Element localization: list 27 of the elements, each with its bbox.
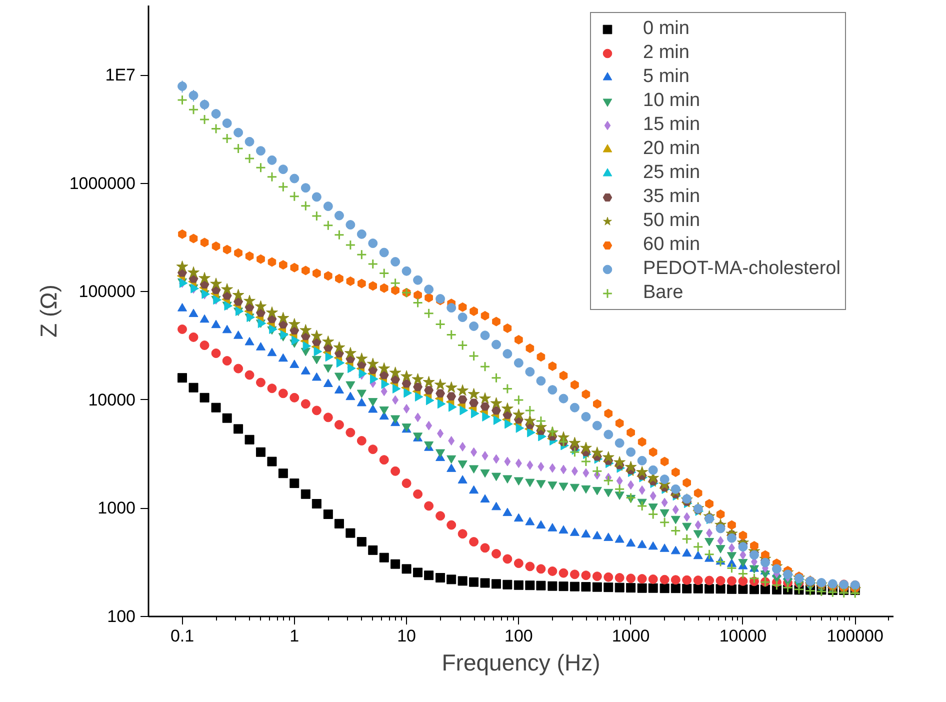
legend-label: 60 min	[643, 234, 700, 256]
legend-label: 2 min	[643, 42, 690, 64]
legend-label: 0 min	[643, 18, 690, 40]
legend-label: 20 min	[643, 138, 700, 160]
y-tick-label: 1000000	[69, 174, 136, 193]
legend-label: 5 min	[643, 66, 690, 88]
y-tick-label: 100000	[78, 282, 136, 302]
legend-label: Bare	[643, 282, 684, 304]
x-tick-label: 10000	[719, 626, 767, 646]
legend-label: 50 min	[643, 210, 700, 232]
x-tick-label: 0.1	[170, 626, 194, 646]
legend-label: 15 min	[643, 114, 700, 136]
legend-label: 10 min	[643, 90, 700, 112]
y-axis-title: Z (Ω)	[35, 284, 62, 338]
y-tick-label: 1000	[98, 498, 136, 518]
x-tick-label: 1000	[612, 626, 650, 646]
legend-label: 35 min	[643, 186, 700, 208]
y-tick-label: 100	[107, 607, 136, 626]
legend-label: 25 min	[643, 162, 700, 184]
x-tick-label: 100000	[826, 626, 884, 646]
x-tick-label: 10	[397, 626, 416, 646]
x-tick-label: 100	[504, 626, 533, 646]
x-axis-title: Frequency (Hz)	[442, 650, 600, 676]
x-tick-label: 1	[290, 626, 300, 646]
y-tick-label: 10000	[88, 390, 136, 410]
legend-label: PEDOT-MA-cholesterol	[643, 258, 840, 280]
y-tick-label: 1E7	[105, 66, 136, 85]
